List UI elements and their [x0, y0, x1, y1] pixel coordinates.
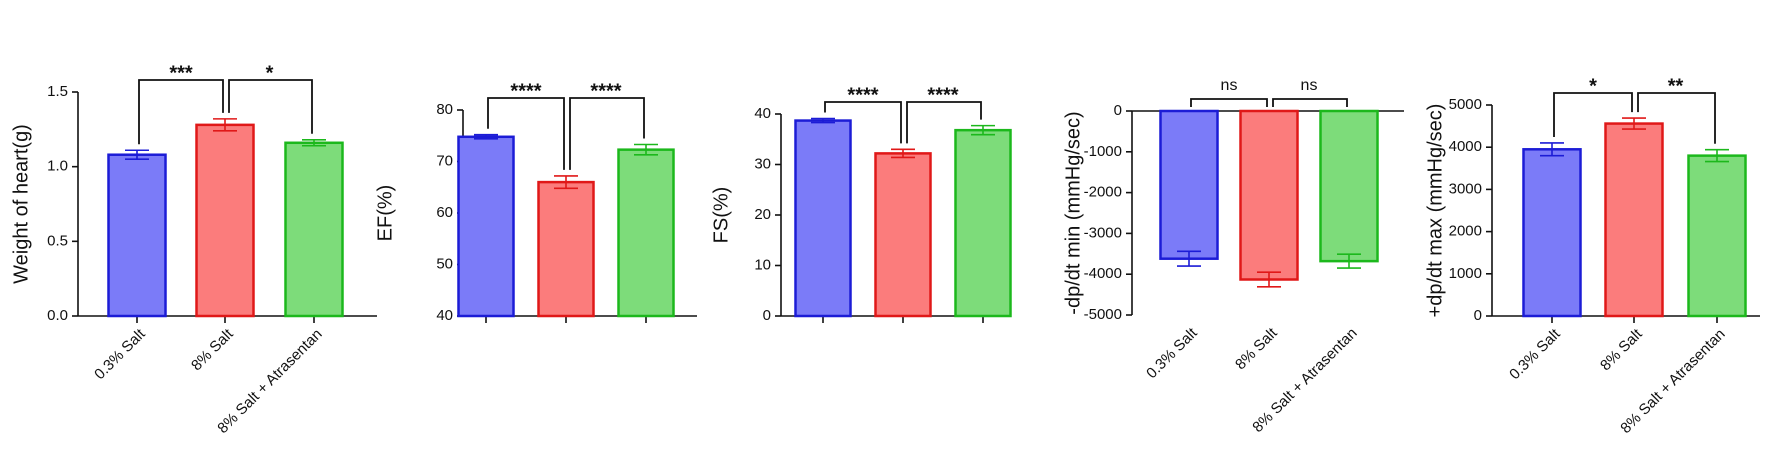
- significance-bracket: [1637, 92, 1716, 144]
- significance-label: ns: [1221, 77, 1238, 94]
- y-tick-label: 80: [436, 101, 453, 118]
- significance-bracket: [138, 79, 224, 145]
- y-tick-label: -4000: [1084, 265, 1122, 282]
- x-tick-label: 0.3% Salt: [1143, 324, 1201, 382]
- y-tick-label: 1000: [1449, 265, 1482, 282]
- x-tick-label: 8% Salt: [188, 325, 237, 374]
- y-tick-label: 60: [436, 204, 453, 221]
- y-tick-label: 5000: [1449, 96, 1482, 113]
- y-tick-label: 0.0: [47, 307, 68, 324]
- significance-label: **: [1668, 75, 1684, 97]
- y-tick-label: -2000: [1084, 184, 1122, 201]
- y-tick-label: 1.0: [47, 158, 68, 175]
- y-tick-label: 50: [436, 255, 453, 272]
- bar: [874, 152, 932, 318]
- y-tick-label: 10: [754, 256, 771, 273]
- y-tick-label: -1000: [1084, 143, 1122, 160]
- y-axis-label: -dp/dt min (mmHg/sec): [1062, 111, 1084, 314]
- significance-label: ****: [590, 80, 621, 102]
- significance-label: *: [1589, 75, 1597, 97]
- bar: [1604, 122, 1664, 318]
- y-tick-label: 0: [763, 307, 771, 324]
- significance-bracket: [1190, 98, 1268, 107]
- x-tick-label: 8% Salt: [1232, 324, 1281, 373]
- y-tick-label: 20: [754, 206, 771, 223]
- significance-label: ***: [169, 62, 193, 84]
- y-tick-label: 40: [436, 307, 453, 324]
- y-axis-label: +dp/dt max (mmHg/sec): [1424, 104, 1446, 318]
- bar: [284, 141, 344, 318]
- bar: [1522, 148, 1582, 318]
- x-tick-label: 8% Salt: [1597, 325, 1646, 374]
- significance-label: ****: [927, 84, 958, 106]
- significance-bracket: [487, 97, 565, 170]
- y-tick-label: 2000: [1449, 223, 1482, 240]
- y-axis-label: Weight of heart(g): [10, 124, 32, 284]
- significance-label: ****: [847, 84, 878, 106]
- y-tick-label: 0: [1114, 102, 1122, 119]
- bar: [1159, 109, 1219, 260]
- x-tick-label: 0.3% Salt: [1506, 325, 1564, 383]
- y-tick-label: 0: [1474, 307, 1482, 324]
- y-axis-label: EF(%): [374, 185, 396, 242]
- significance-bracket: [1553, 92, 1633, 137]
- bar: [457, 135, 515, 318]
- bar: [107, 153, 167, 318]
- bar: [1239, 109, 1299, 281]
- significance-label: ns: [1301, 77, 1318, 94]
- y-tick-label: 3000: [1449, 180, 1482, 197]
- x-tick-label: 0.3% Salt: [91, 325, 149, 383]
- y-tick-label: 1.5: [47, 83, 68, 100]
- y-tick-label: -3000: [1084, 224, 1122, 241]
- y-tick-label: -5000: [1084, 306, 1122, 323]
- bar: [1687, 154, 1747, 318]
- significance-bracket: [824, 101, 902, 144]
- y-tick-label: 30: [754, 155, 771, 172]
- y-tick-label: 40: [754, 105, 771, 122]
- bar: [794, 119, 852, 318]
- y-tick-label: 70: [436, 152, 453, 169]
- significance-bracket: [1272, 98, 1348, 107]
- bar: [1319, 109, 1379, 263]
- bar: [617, 148, 675, 318]
- significance-label: ****: [510, 80, 541, 102]
- y-tick-label: 4000: [1449, 138, 1482, 155]
- significance-bracket: [569, 97, 645, 170]
- significance-label: *: [266, 62, 274, 84]
- bar: [195, 123, 255, 318]
- bar: [954, 128, 1012, 318]
- significance-bracket: [906, 101, 982, 144]
- bar: [537, 180, 595, 318]
- y-tick-label: 0.5: [47, 232, 68, 249]
- significance-bracket: [228, 79, 313, 134]
- y-axis-label: FS(%): [710, 187, 732, 244]
